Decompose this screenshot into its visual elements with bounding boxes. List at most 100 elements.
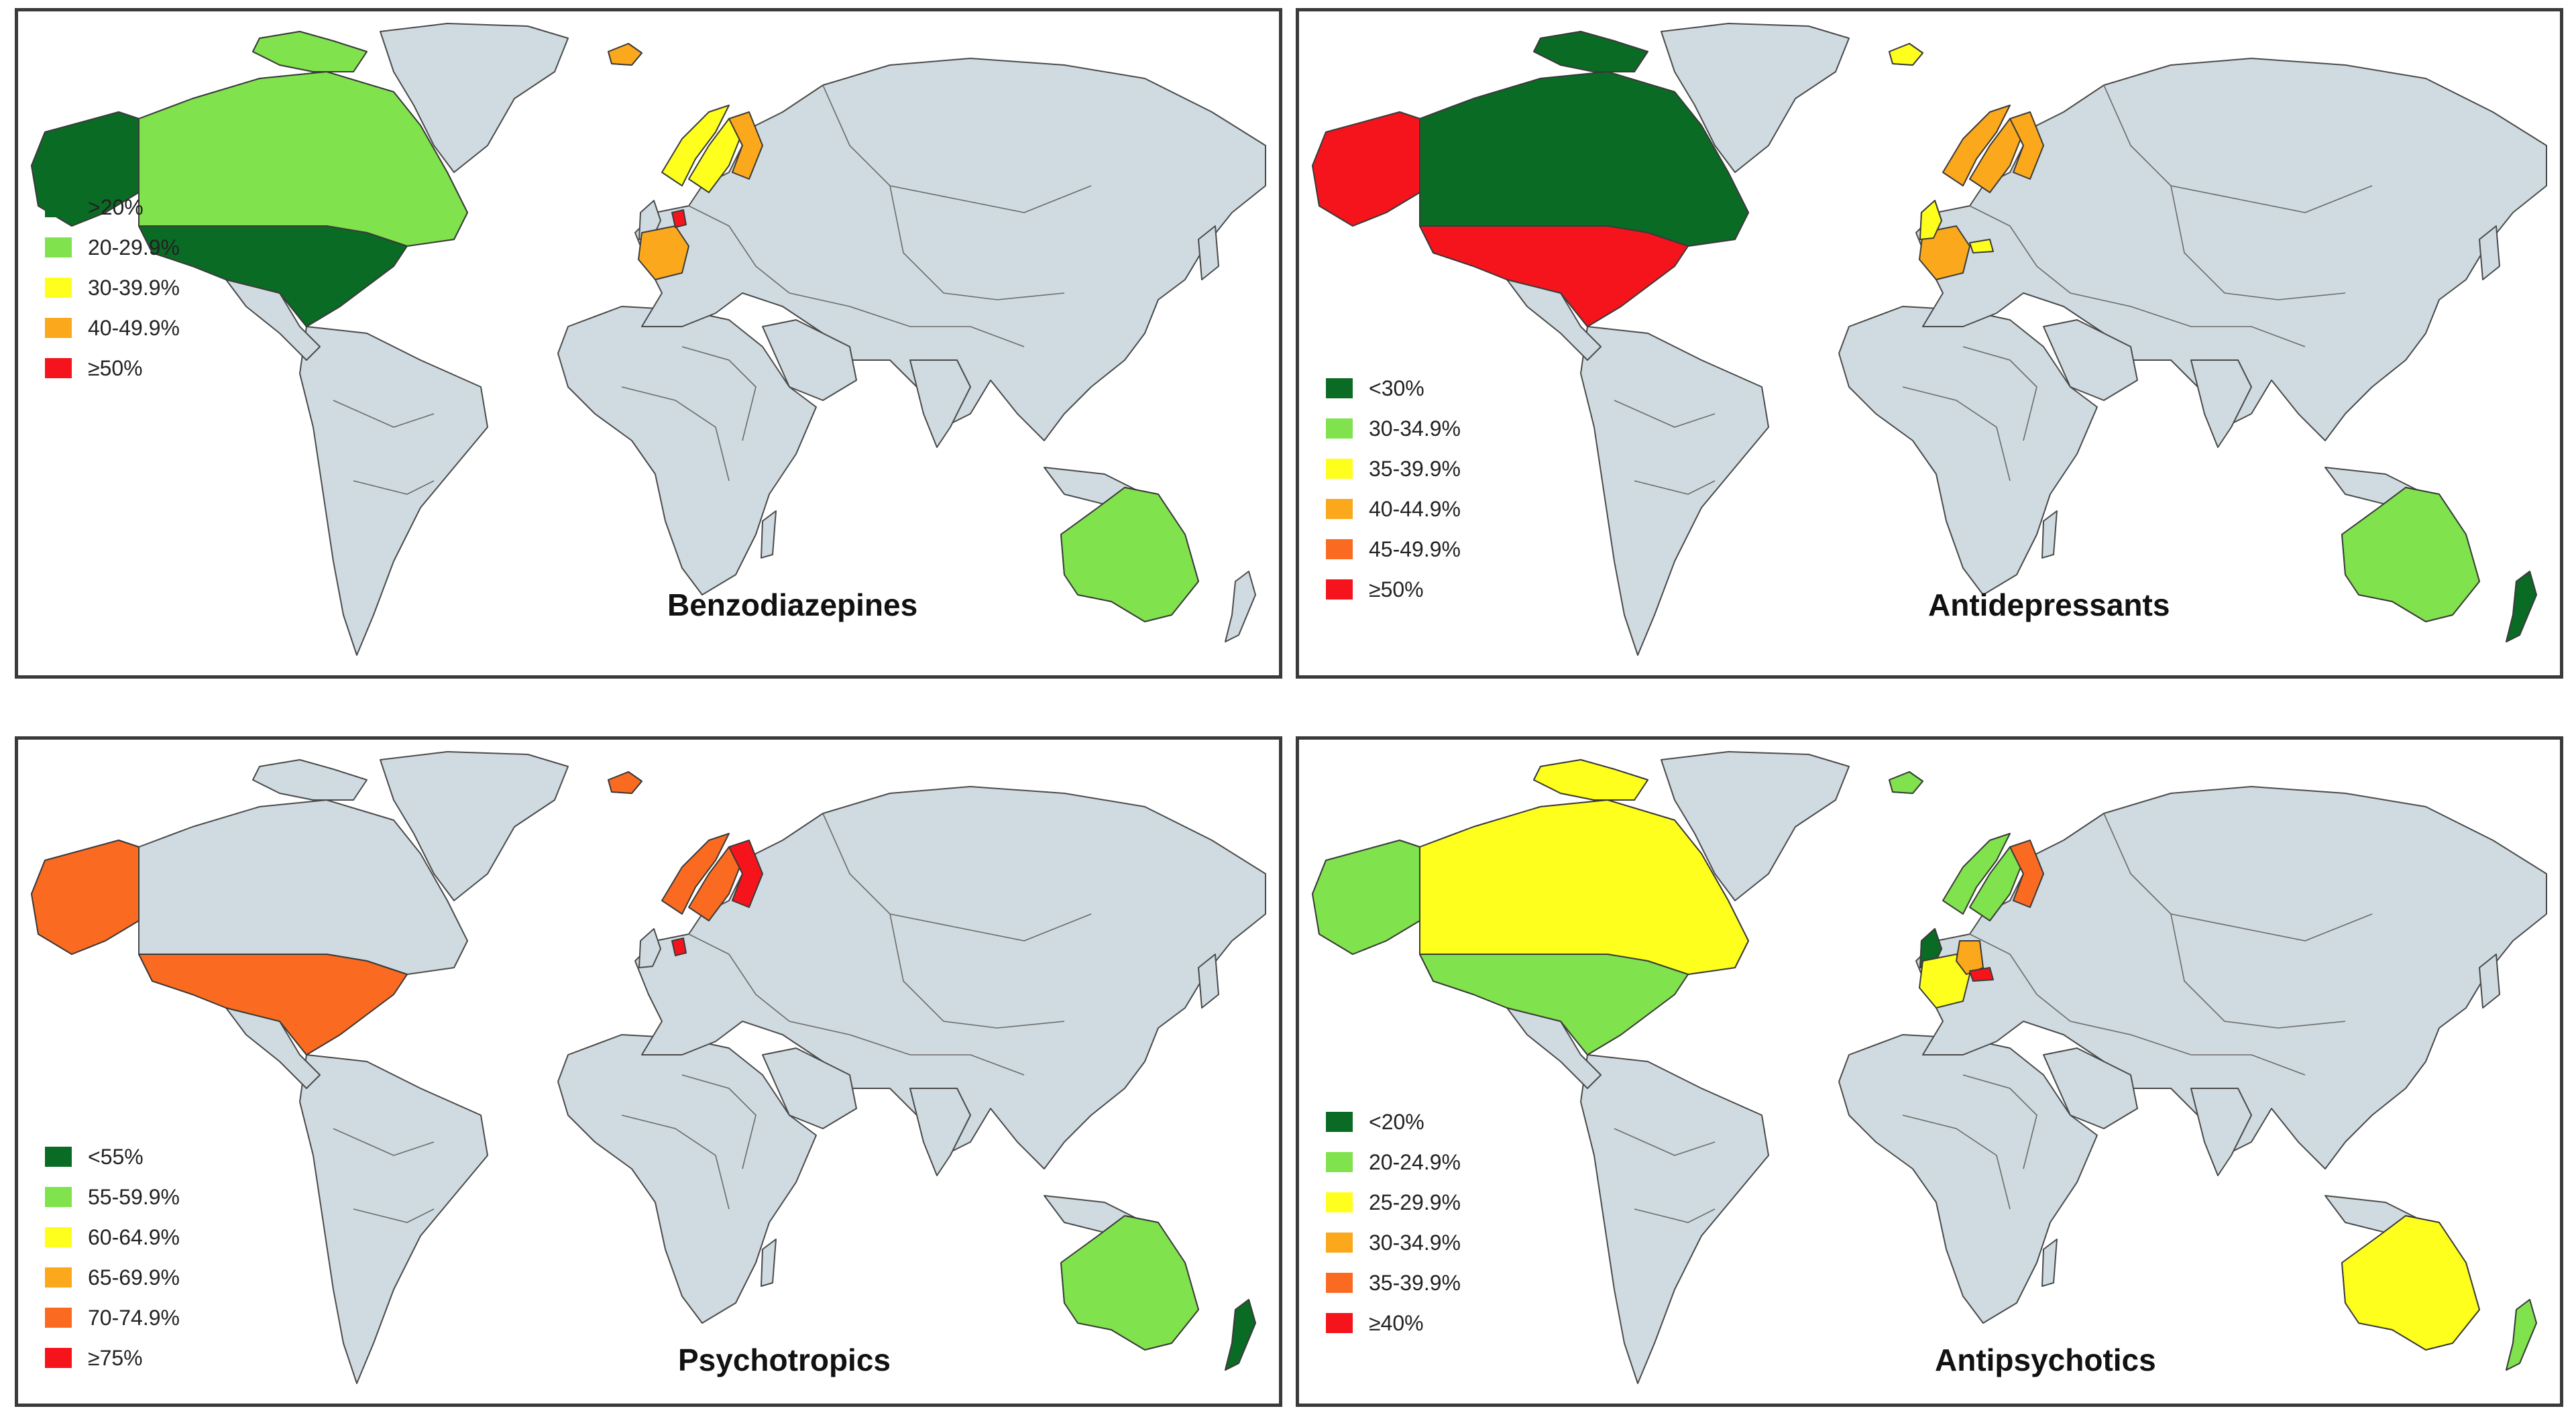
country-border [1902, 386, 2011, 481]
land-madagascar [2041, 1239, 2058, 1287]
legend-swatch [1326, 1313, 1353, 1333]
region-france [1919, 954, 1970, 1009]
legend-item: 65-69.9% [45, 1257, 180, 1298]
legend-item: 55-59.9% [45, 1177, 180, 1217]
legend-item: 20-29.9% [45, 227, 180, 268]
legend-swatch [45, 318, 72, 338]
legend-item: >20% [45, 187, 180, 227]
map-legend: <20% 20-24.9% 25-29.9% 30-34.9% 35-39.9% ≥40% [1326, 1102, 1461, 1343]
land-greenland [1661, 23, 1850, 173]
land-india [2190, 1088, 2252, 1176]
map-legend: <55% 55-59.9% 60-64.9% 65-69.9% 70-74.9% ≥75% [45, 1137, 180, 1378]
legend-item: 20-24.9% [1326, 1142, 1461, 1182]
land-africa [557, 306, 817, 595]
country-border [1969, 933, 2071, 1022]
world-map [1312, 23, 2547, 656]
legend-item: ≥50% [1326, 569, 1461, 610]
land-mid-america [225, 279, 321, 361]
land-arabia [762, 319, 857, 401]
region-uk [1919, 200, 1942, 240]
region-australia [1060, 487, 1199, 622]
country-border [822, 813, 1092, 941]
country-border [1634, 480, 1716, 495]
legend-swatch [45, 237, 72, 258]
region-alaska [1312, 111, 1420, 227]
region-iceland [608, 43, 642, 66]
legend-swatch [1326, 1112, 1353, 1132]
land-japan [2479, 225, 2500, 280]
region-finland [2009, 111, 2044, 180]
land-africa [557, 1034, 817, 1324]
region-austria [1969, 967, 1994, 982]
legend-label: ≥75% [88, 1345, 143, 1370]
legend-swatch [1326, 499, 1353, 519]
region-france [638, 225, 689, 280]
legend-swatch [45, 1308, 72, 1328]
land-uk-shape [638, 928, 661, 968]
country-border [333, 1128, 435, 1156]
country-border [1962, 1074, 2037, 1169]
country-border [789, 1021, 1025, 1076]
region-austria [1969, 239, 1994, 253]
country-border [621, 386, 730, 481]
land-madagascar [2041, 510, 2058, 559]
panel-title: Psychotropics [678, 1343, 891, 1377]
land-india [909, 359, 971, 448]
region-australia [2341, 487, 2480, 622]
land-mid-america [1506, 1007, 1602, 1089]
legend-item: ≥40% [1326, 1303, 1461, 1343]
legend-item: 40-44.9% [1326, 489, 1461, 529]
land-japan [1198, 225, 1219, 280]
region-iceland [1889, 43, 1923, 66]
land-africa [1838, 1034, 2098, 1324]
map-panel-antipsychotics: <20% 20-24.9% 25-29.9% 30-34.9% 35-39.9% ≥40%… [1296, 736, 2563, 1407]
legend-swatch [1326, 1152, 1353, 1172]
land-japan [2479, 954, 2500, 1009]
land-greenland [380, 23, 569, 173]
country-border [681, 1074, 757, 1169]
legend-swatch [1326, 459, 1353, 479]
country-border [889, 185, 1065, 300]
legend-label: 35-39.9% [1369, 1270, 1461, 1295]
land-canada-arctic [252, 759, 368, 801]
map-legend: <30% 30-34.9% 35-39.9% 40-44.9% 45-49.9% ≥50% [1326, 368, 1461, 610]
map-panel-benzodiazepines: >20% 20-29.9% 30-39.9% 40-49.9% ≥50% Benzodi… [15, 8, 1282, 679]
map-panel-psychotropics: <55% 55-59.9% 60-64.9% 65-69.9% 70-74.9% ≥75%… [15, 736, 1282, 1407]
land-arabia [2043, 319, 2138, 401]
legend-label: 40-44.9% [1369, 496, 1461, 521]
region-canada-arctic [1533, 31, 1648, 72]
land-india [2190, 359, 2252, 448]
legend-swatch [1326, 1192, 1353, 1212]
legend-swatch [1326, 378, 1353, 398]
world-map [31, 751, 1266, 1384]
region-iceland [608, 771, 642, 794]
country-border [889, 913, 1065, 1029]
legend-label: 60-64.9% [88, 1224, 180, 1249]
country-border [822, 84, 1092, 213]
legend-label: 20-24.9% [1369, 1149, 1461, 1174]
country-border [1902, 1115, 2011, 1210]
legend-label: >20% [88, 194, 144, 219]
country-border [2070, 1021, 2306, 1076]
region-alaska [31, 840, 139, 955]
land-nz-shape [1225, 571, 1256, 642]
region-new-zealand [2506, 571, 2537, 642]
country-border [353, 1208, 435, 1223]
legend-swatch [45, 278, 72, 298]
map-legend: >20% 20-29.9% 30-39.9% 40-49.9% ≥50% [45, 187, 180, 388]
region-benelux [671, 209, 687, 228]
region-finland [728, 111, 763, 180]
map-panel-antidepressants: <30% 30-34.9% 35-39.9% 40-44.9% 45-49.9% ≥50%… [1296, 8, 2563, 679]
region-australia [1060, 1215, 1199, 1351]
region-new-zealand [1225, 1299, 1256, 1371]
legend-swatch [45, 1348, 72, 1368]
country-border [1962, 346, 2037, 441]
land-madagascar [761, 1239, 777, 1287]
legend-item: <55% [45, 1137, 180, 1177]
legend-swatch [1326, 539, 1353, 559]
legend-label: 35-39.9% [1369, 456, 1461, 481]
land-arabia [762, 1047, 857, 1129]
legend-item: 30-34.9% [1326, 408, 1461, 449]
region-norway [1942, 105, 2011, 186]
legend-swatch [45, 1227, 72, 1247]
